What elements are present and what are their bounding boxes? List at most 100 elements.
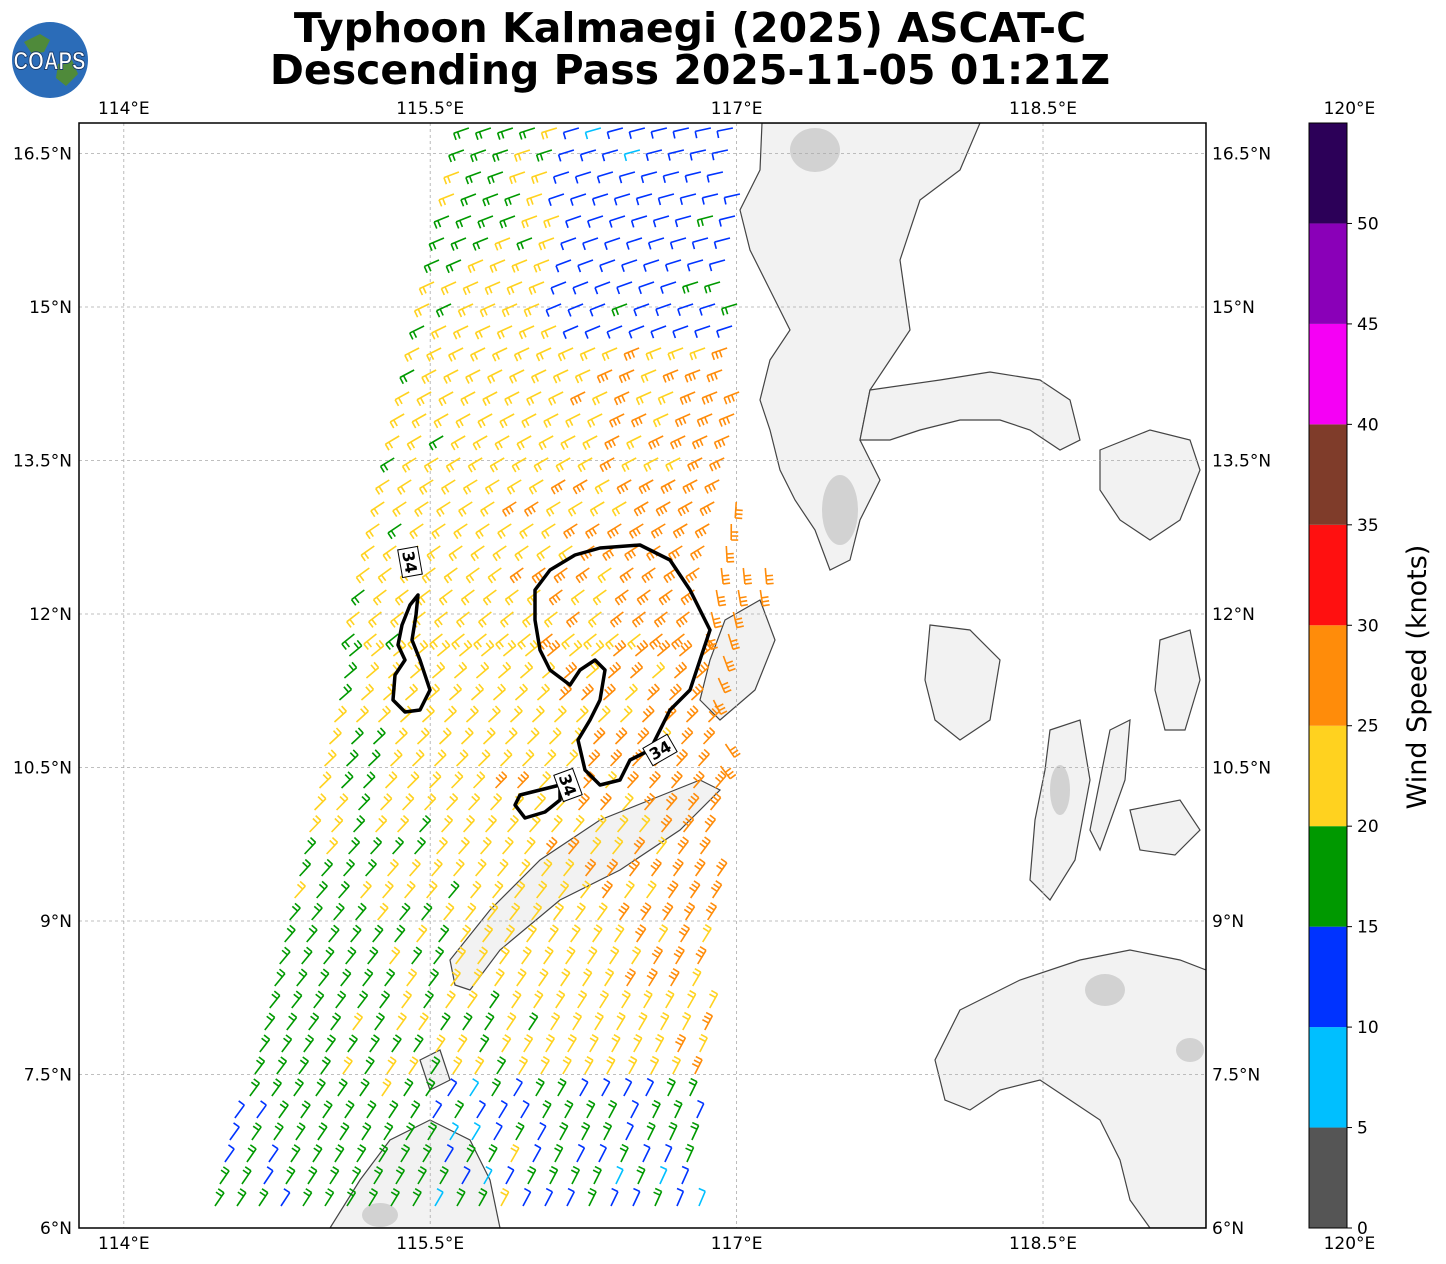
wind-barb	[348, 836, 361, 855]
wind-barb	[691, 435, 708, 450]
wind-barb	[696, 1099, 705, 1119]
wind-barb	[650, 858, 662, 877]
wind-barb	[655, 303, 672, 317]
wind-barb	[546, 639, 561, 657]
wind-barb	[601, 347, 618, 361]
wind-barb	[475, 858, 487, 877]
wind-barb	[360, 880, 372, 899]
wind-barb	[629, 661, 644, 679]
wind-barb	[559, 1121, 569, 1141]
wind-barb	[621, 792, 634, 811]
wind-barb	[419, 814, 432, 833]
wind-barb	[520, 1099, 530, 1119]
wind-barb	[623, 1077, 633, 1097]
wind-barb	[304, 836, 317, 855]
wind-barb	[350, 589, 365, 606]
wind-barb	[284, 924, 296, 943]
wind-barb	[658, 589, 673, 606]
wind-barb	[669, 237, 687, 250]
wind-barb	[394, 589, 409, 606]
wind-barb	[479, 1034, 490, 1053]
wind-barb	[355, 567, 370, 584]
wind-barb	[397, 479, 412, 495]
wind-barb	[472, 237, 489, 251]
wind-barb	[609, 413, 625, 428]
wind-barb	[671, 1055, 681, 1075]
wind-barb	[360, 683, 375, 701]
colorbar-bin	[1309, 625, 1347, 726]
wind-barb	[574, 171, 592, 184]
wind-barb	[682, 479, 698, 494]
wind-barb	[474, 127, 492, 141]
wind-barb	[535, 347, 552, 362]
wind-barb	[589, 501, 605, 517]
wind-barb	[397, 814, 410, 833]
wind-barb	[513, 149, 531, 162]
wind-barb	[597, 705, 611, 723]
wind-barb	[467, 457, 483, 473]
lat-label-left: 7.5°N	[24, 1066, 72, 1086]
wind-barb	[646, 1121, 656, 1141]
lat-label-right: 15°N	[1212, 298, 1255, 318]
wind-barb	[582, 237, 599, 251]
wind-barb	[450, 968, 461, 987]
colorbar-bin	[1309, 123, 1347, 224]
wind-barb	[723, 391, 740, 405]
wind-barb	[577, 792, 590, 811]
lat-label-right: 16.5°N	[1212, 145, 1271, 165]
wind-barb	[519, 523, 534, 539]
wind-barb	[506, 814, 519, 833]
wind-barb	[477, 413, 493, 429]
wind-barb	[375, 814, 388, 833]
wind-barb	[456, 1187, 466, 1207]
wind-barb	[241, 1166, 252, 1185]
wind-barb	[431, 661, 446, 679]
wind-barb	[307, 1166, 318, 1185]
wind-barb	[469, 1078, 480, 1097]
wind-barb	[696, 215, 714, 228]
wind-barb	[555, 990, 566, 1009]
wind-barb	[278, 1100, 289, 1119]
wind-barb	[421, 567, 436, 584]
wind-barb	[331, 815, 344, 833]
colorbar-tick-label: 5	[1357, 1119, 1368, 1139]
wind-barb	[609, 749, 623, 767]
wind-barb	[470, 683, 485, 701]
wind-barb	[493, 1121, 503, 1141]
wind-barb	[370, 501, 385, 518]
wind-barb	[655, 836, 668, 855]
wind-barb	[626, 435, 642, 450]
wind-barb	[533, 990, 544, 1009]
wind-barb	[522, 1187, 532, 1207]
wind-barb	[396, 1012, 407, 1031]
wind-barb	[500, 611, 514, 628]
wind-barb	[418, 1012, 429, 1031]
wind-barb	[368, 1188, 379, 1207]
wind-barb	[694, 858, 706, 877]
wind-barb	[742, 567, 752, 585]
wind-barb	[438, 727, 452, 745]
wind-barb	[506, 1012, 517, 1031]
colorbar-frame	[1308, 122, 1348, 1229]
wind-barb	[638, 1011, 648, 1031]
wind-barb	[602, 1121, 613, 1141]
wind-barb	[487, 567, 502, 584]
wind-barbs-layer	[214, 127, 774, 1207]
wind-barb	[381, 1078, 392, 1097]
wind-barb	[601, 1077, 611, 1097]
wind-barb	[638, 281, 655, 295]
colorbar-tick-label: 20	[1357, 817, 1379, 837]
wind-barb	[614, 727, 628, 745]
wind-barb	[537, 1121, 547, 1141]
wind-barb	[634, 639, 649, 657]
wind-barb	[575, 902, 586, 921]
wind-barb	[504, 924, 516, 943]
wind-barb	[614, 924, 625, 943]
wind-barb	[548, 924, 559, 943]
wind-barb	[421, 369, 437, 384]
wind-barb	[274, 968, 286, 987]
wind-barb	[360, 545, 375, 562]
wind-barb	[621, 990, 631, 1009]
wind-barb	[720, 303, 738, 316]
wind-barb	[538, 968, 549, 987]
